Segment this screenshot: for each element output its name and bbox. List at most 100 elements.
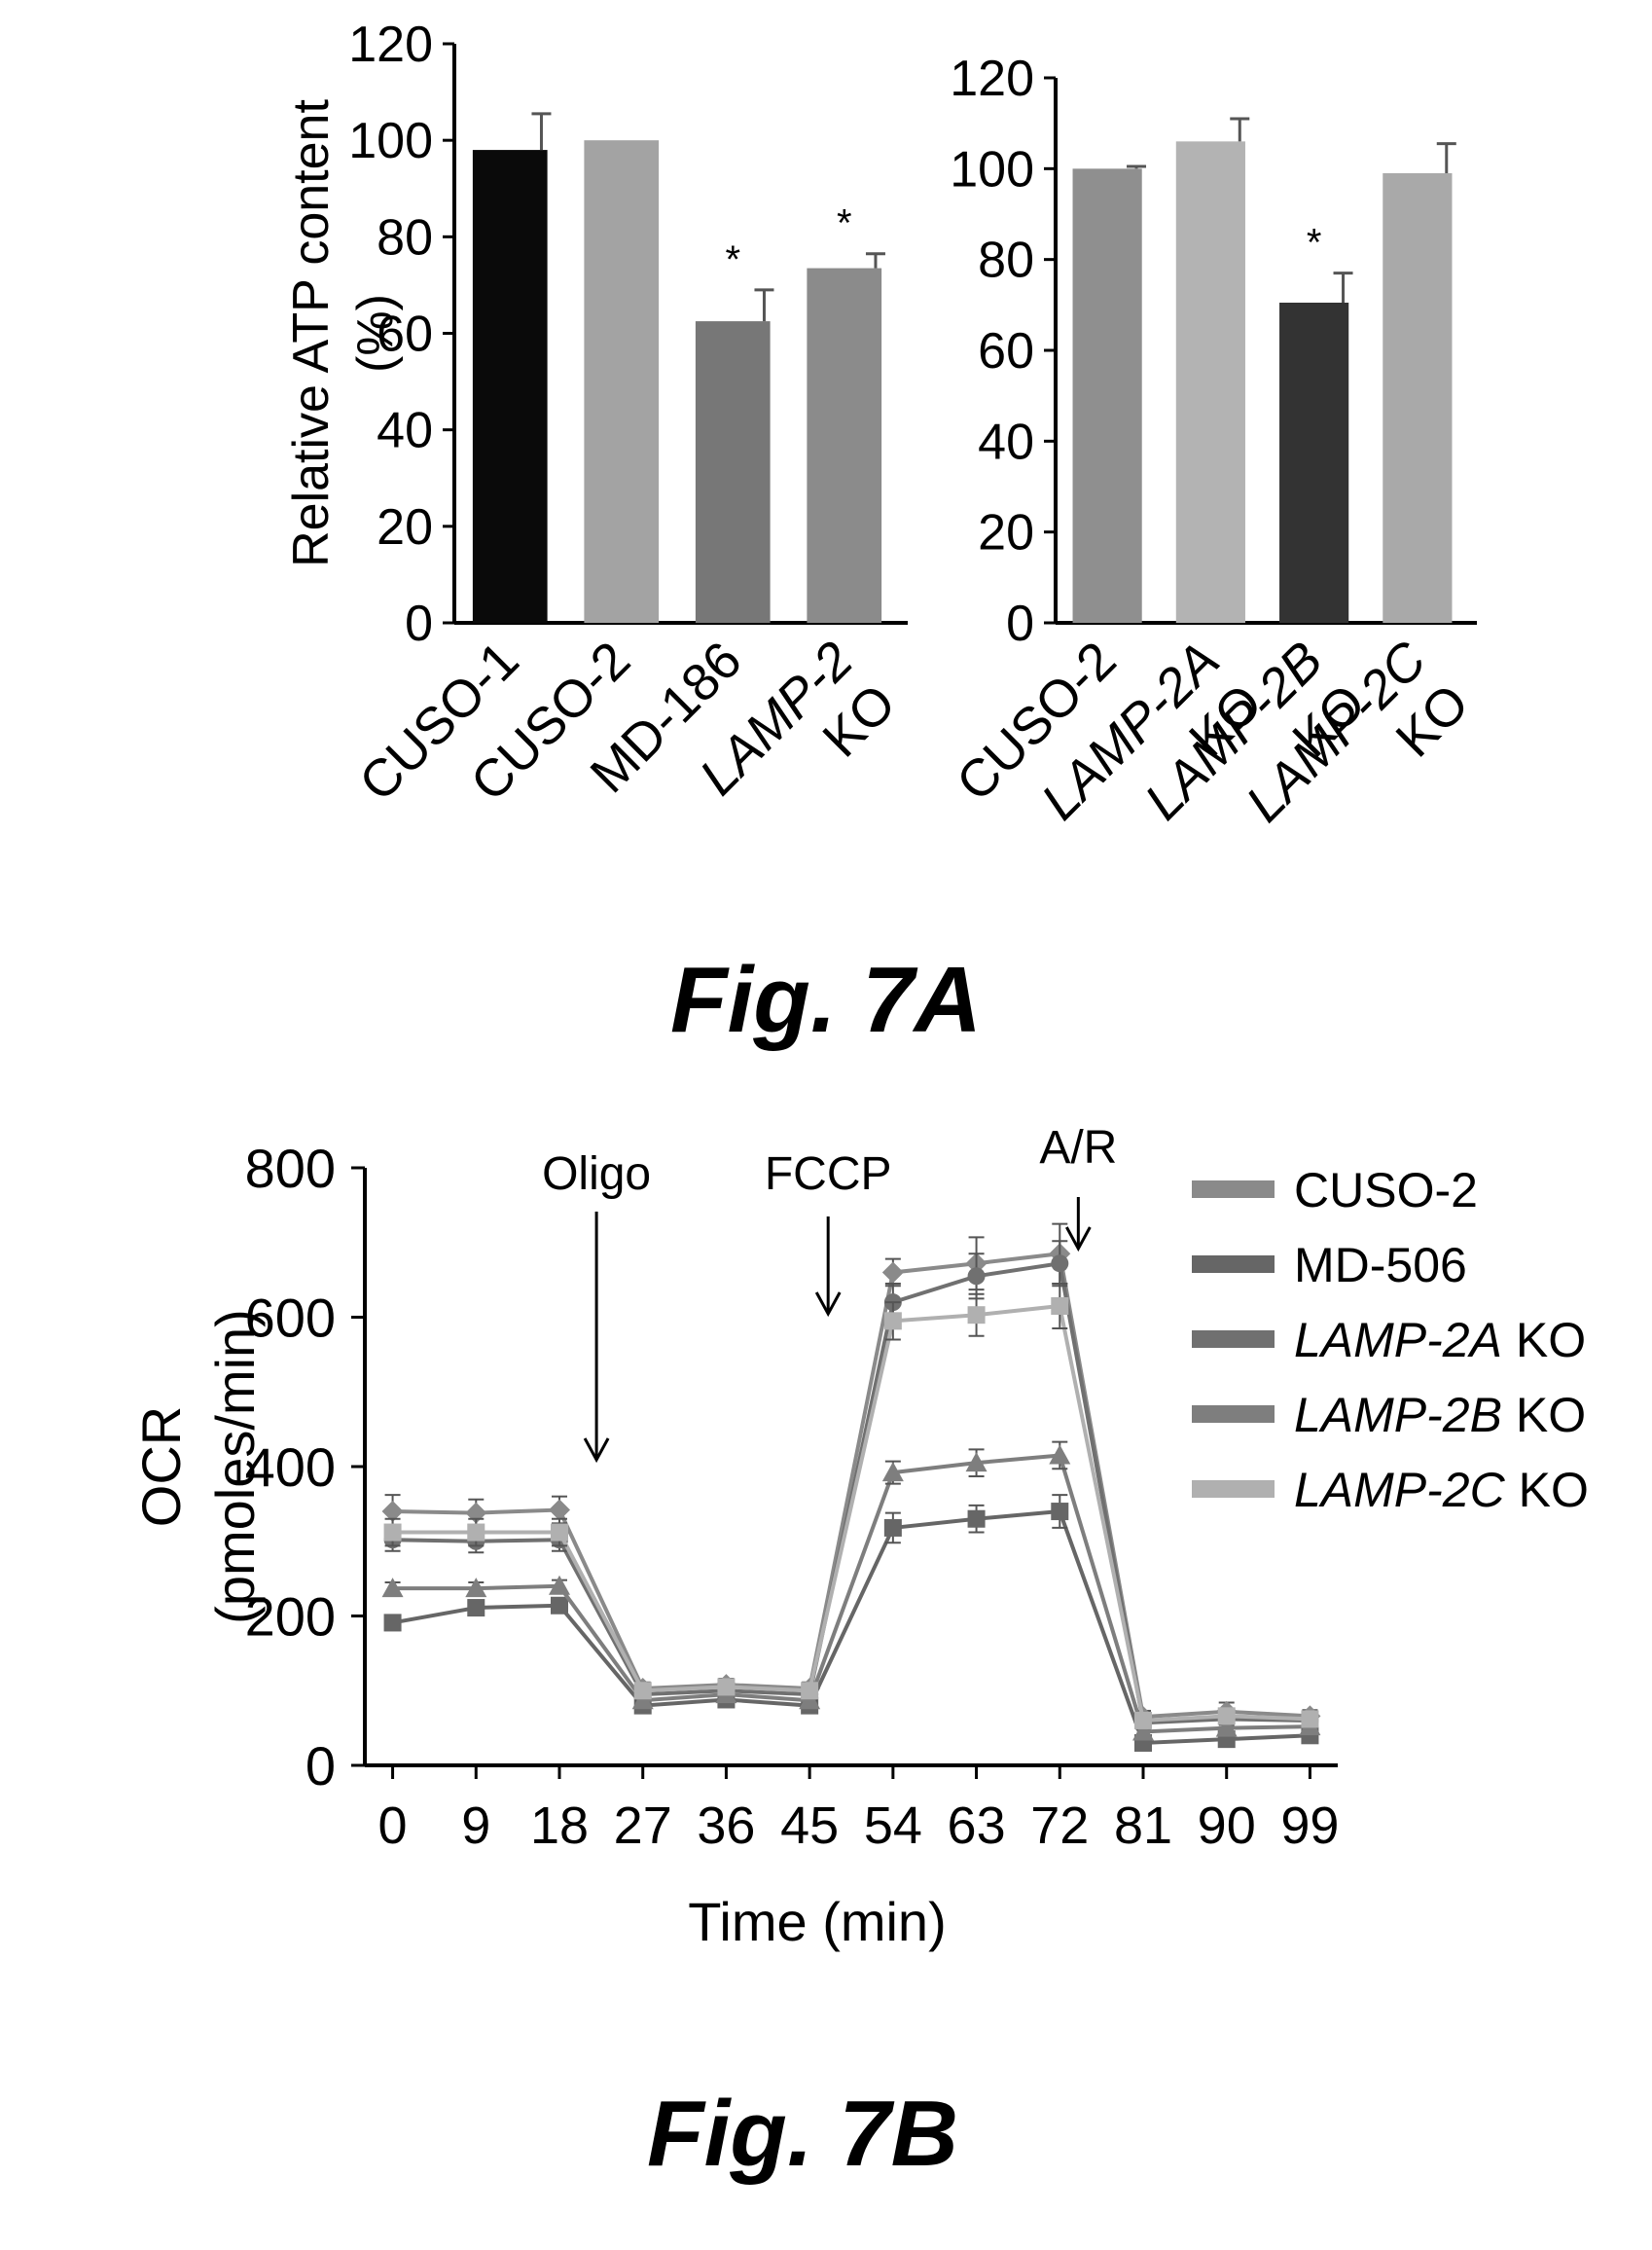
- ocr-data-point: [381, 1578, 404, 1598]
- ocr-y-axis-title-line1: OCR: [130, 1406, 192, 1527]
- ocr-data-point: [967, 1306, 986, 1325]
- atp-left-y-tick-label: 120: [348, 17, 433, 73]
- ocr-x-tick-label: 45: [780, 1796, 839, 1855]
- ocr-data-point: [883, 1312, 902, 1330]
- atp-right-y-tick-label: 20: [978, 505, 1034, 562]
- atp-right-y-tick-label: 100: [950, 141, 1034, 198]
- figure-label-7b: Fig. 7B: [647, 2082, 958, 2186]
- atp-left-y-tick-label: 40: [377, 403, 433, 459]
- ocr-data-point: [1049, 1444, 1071, 1465]
- ocr-data-point: [467, 1523, 485, 1542]
- ocr-series: [383, 1282, 1319, 1729]
- ocr-legend-label: LAMP-2B KO: [1294, 1388, 1586, 1442]
- ocr-x-tick-label: 0: [378, 1796, 408, 1855]
- ocr-data-point: [633, 1682, 652, 1700]
- ocr-annotation-label: Oligo: [542, 1148, 651, 1200]
- ocr-data-point: [1134, 1711, 1152, 1729]
- ocr-legend-swatch: [1192, 1480, 1275, 1498]
- ocr-data-point: [467, 1599, 485, 1617]
- ocr-legend-label-name: MD-506: [1294, 1238, 1467, 1292]
- ocr-x-tick-label: 81: [1114, 1796, 1172, 1855]
- ocr-series-line: [392, 1252, 1311, 1720]
- ocr-y-axis-title: OCR (pmoles/min): [130, 1309, 266, 1624]
- atp-right-significance-mark: *: [1307, 222, 1322, 265]
- atp-left-significance-mark: *: [837, 202, 852, 245]
- ocr-series-line: [392, 1260, 1311, 1725]
- ocr-data-point: [801, 1682, 819, 1700]
- atp-right-y-tick-label: 40: [978, 414, 1034, 470]
- ocr-y-axis-title-line2: (pmoles/min): [204, 1309, 266, 1624]
- atp-left-y-tick-label: 100: [348, 113, 433, 169]
- ocr-data-point: [967, 1509, 986, 1528]
- ocr-y-tick-label: 600: [245, 1288, 336, 1349]
- ocr-legend-label-name: LAMP-2A: [1294, 1313, 1502, 1367]
- atp-right-y-tick-label: 120: [950, 51, 1034, 107]
- ocr-x-tick-label: 90: [1198, 1796, 1256, 1855]
- atp-right-y-tick-label: 60: [978, 323, 1034, 380]
- ocr-data-point: [549, 1499, 570, 1521]
- ocr-annotation-arrowhead: [583, 1437, 610, 1464]
- ocr-series-line: [392, 1453, 1311, 1734]
- ocr-y-tick-label: 400: [245, 1436, 336, 1498]
- ocr-legend-label-name: LAMP-2C: [1294, 1463, 1506, 1517]
- ocr-y-tick-label: 0: [305, 1735, 336, 1796]
- atp-left-y-axis-title-line1: Relative ATP content: [283, 99, 340, 567]
- ocr-legend-label: LAMP-2C KO: [1294, 1463, 1589, 1517]
- ocr-data-point: [383, 1523, 402, 1542]
- ocr-data-point: [1132, 1721, 1154, 1741]
- atp-chart-left: 020406080100120CUSO-1CUSO-2*MD-186*LAMP-…: [283, 17, 908, 813]
- atp-left-y-tick-label: 20: [377, 499, 433, 556]
- atp-left-y-tick-label: 0: [405, 596, 433, 652]
- ocr-legend-swatch: [1192, 1255, 1275, 1273]
- ocr-series-line: [392, 1303, 1311, 1724]
- ocr-legend-label: MD-506: [1294, 1238, 1467, 1292]
- ocr-series: [381, 1222, 1321, 1728]
- ocr-legend-swatch: [1192, 1330, 1275, 1348]
- ocr-data-point: [551, 1523, 568, 1542]
- ocr-data-point: [381, 1501, 404, 1523]
- atp-chart-right: 020406080100120CUSO-2LAMP-2AKO*LAMP-2BKO…: [946, 51, 1480, 833]
- ocr-legend-label-suffix: KO: [1502, 1313, 1586, 1367]
- ocr-x-tick-label: 18: [530, 1796, 589, 1855]
- ocr-x-axis-title: Time (min): [688, 1891, 946, 1952]
- ocr-data-point: [1051, 1254, 1069, 1273]
- ocr-data-point: [549, 1575, 570, 1595]
- ocr-annotation-arrowhead: [1065, 1226, 1092, 1252]
- ocr-data-point: [881, 1261, 904, 1284]
- atp-left-y-tick-label: 80: [377, 209, 433, 266]
- ocr-legend-label-suffix: KO: [1502, 1388, 1586, 1442]
- ocr-data-point: [967, 1267, 986, 1286]
- ocr-annotation-label: FCCP: [765, 1148, 892, 1200]
- ocr-data-point: [881, 1462, 904, 1482]
- atp-right-y-tick-label: 80: [978, 233, 1034, 289]
- atp-left-bar: [695, 321, 771, 623]
- atp-right-bar: [1383, 173, 1453, 623]
- ocr-data-point: [1051, 1296, 1069, 1315]
- ocr-annotation-arrowhead: [814, 1291, 842, 1318]
- ocr-data-point: [965, 1452, 988, 1472]
- ocr-y-tick-label: 200: [245, 1586, 336, 1648]
- ocr-series-line: [392, 1508, 1311, 1746]
- atp-right-bar: [1279, 303, 1349, 623]
- ocr-legend-swatch: [1192, 1180, 1275, 1198]
- ocr-data-point: [1217, 1707, 1236, 1725]
- ocr-x-tick-label: 63: [948, 1796, 1006, 1855]
- ocr-x-tick-label: 72: [1030, 1796, 1089, 1855]
- atp-left-y-axis-title-line2: (%): [347, 294, 404, 373]
- ocr-x-tick-label: 27: [614, 1796, 672, 1855]
- ocr-data-point: [1215, 1717, 1238, 1737]
- ocr-x-tick-label: 99: [1280, 1796, 1339, 1855]
- ocr-legend-label-name: CUSO-2: [1294, 1163, 1478, 1217]
- atp-right-bar: [1072, 168, 1142, 624]
- ocr-series: [381, 1440, 1321, 1741]
- ocr-data-point: [383, 1614, 402, 1632]
- atp-right-y-tick-label: 0: [1006, 596, 1034, 652]
- ocr-data-point: [1301, 1710, 1319, 1728]
- atp-left-bar: [584, 140, 660, 623]
- ocr-data-point: [717, 1678, 736, 1696]
- ocr-annotation-label: A/R: [1039, 1122, 1117, 1174]
- ocr-y-tick-label: 800: [245, 1138, 336, 1199]
